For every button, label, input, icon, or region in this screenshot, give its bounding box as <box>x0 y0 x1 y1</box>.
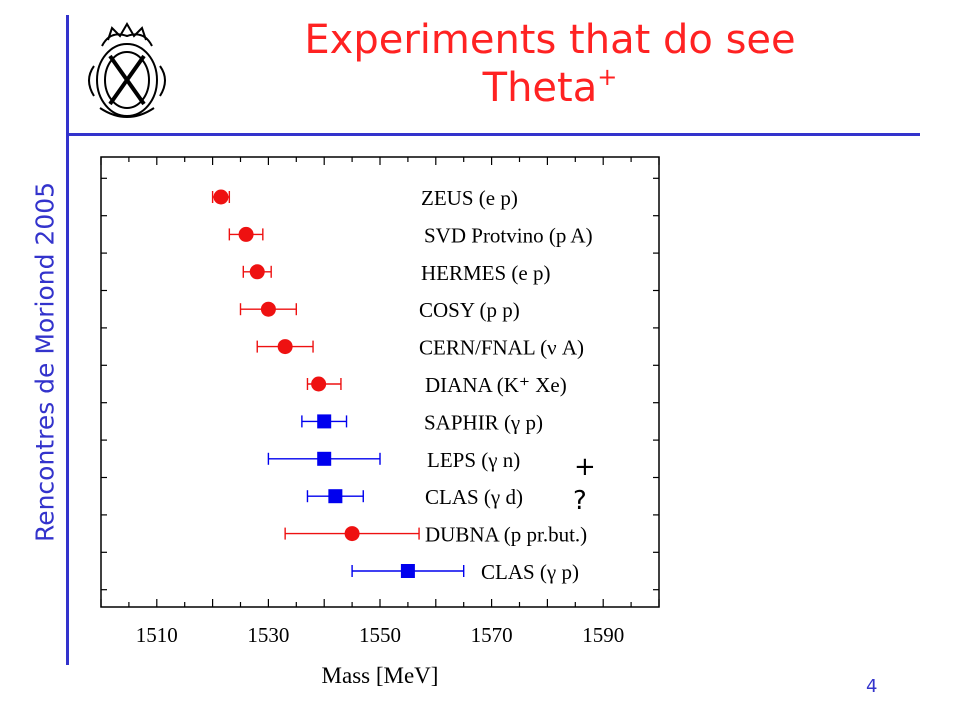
circle-marker <box>249 264 265 280</box>
experiment-label: CLAS (γ p) <box>481 560 579 584</box>
plus-annotation: + <box>574 452 596 482</box>
title-superscript: + <box>597 63 618 91</box>
page-number: 4 <box>866 676 878 697</box>
x-tick-label: 1570 <box>471 623 513 647</box>
circle-marker <box>277 339 293 355</box>
circle-marker <box>344 526 360 542</box>
square-marker <box>328 489 343 504</box>
title-line-1: Experiments that do see <box>304 17 796 63</box>
slide-title: Experiments that do see Theta+ <box>250 16 850 112</box>
circle-marker <box>238 226 254 242</box>
header-divider <box>66 133 920 136</box>
title-theta: Theta <box>482 65 598 111</box>
experiment-label: LEPS (γ n) <box>427 448 520 472</box>
square-marker <box>317 451 332 466</box>
experiment-label: DIANA (K⁺ Xe) <box>425 373 567 397</box>
square-marker <box>400 564 415 578</box>
question-annotation: ? <box>573 486 587 516</box>
experiment-label: HERMES (e p) <box>421 261 551 285</box>
x-axis-label: Mass [MeV] <box>322 663 439 688</box>
title-line-2: Theta+ <box>250 64 850 112</box>
experiment-label: DUBNA (p pr.but.) <box>425 523 587 547</box>
x-tick-label: 1510 <box>136 623 178 647</box>
circle-marker <box>311 376 327 392</box>
crest-logo <box>88 22 166 118</box>
square-marker <box>317 414 332 429</box>
experiment-label: SAPHIR (γ p) <box>424 410 543 434</box>
experiment-label: CERN/FNAL (ν A) <box>419 336 584 360</box>
x-tick-label: 1590 <box>582 623 624 647</box>
experiment-label: SVD Protvino (p A) <box>424 223 593 247</box>
sidebar-divider <box>66 15 69 665</box>
circle-marker <box>260 301 276 317</box>
x-tick-label: 1550 <box>359 623 401 647</box>
circle-marker <box>213 189 229 205</box>
experiment-label: ZEUS (e p) <box>421 186 518 210</box>
experiment-label: CLAS (γ d) <box>425 485 523 509</box>
experiment-label: COSY (p p) <box>419 298 520 322</box>
x-tick-label: 1530 <box>247 623 289 647</box>
